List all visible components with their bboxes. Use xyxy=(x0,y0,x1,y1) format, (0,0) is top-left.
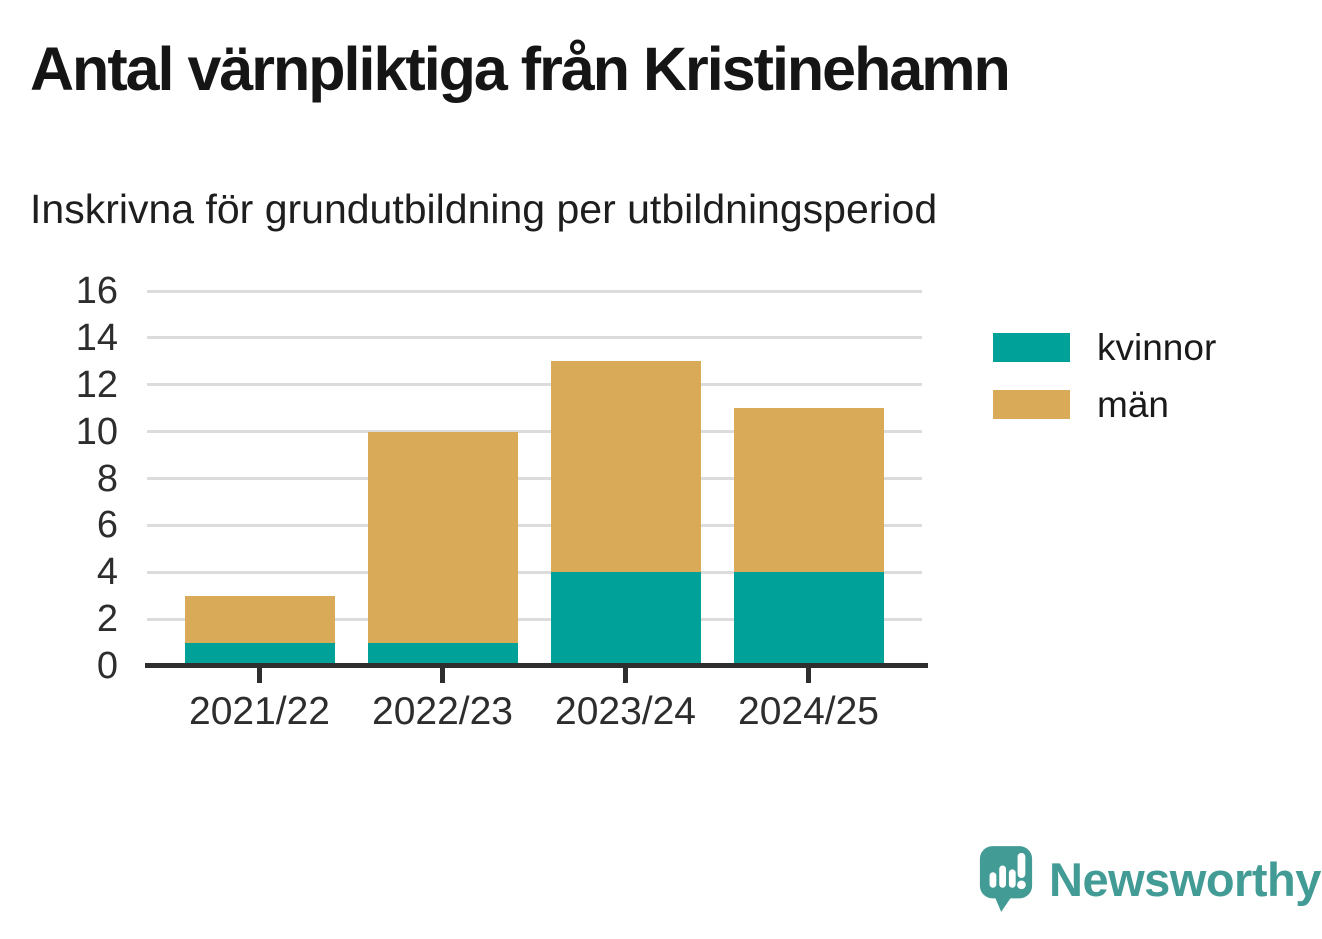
y-axis-tick-label: 12 xyxy=(75,363,118,406)
bar-segment-kvinnor-2024/25 xyxy=(733,572,884,666)
legend: kvinnor män xyxy=(993,329,1216,447)
speech-bubble-bar-chart-icon xyxy=(979,846,1033,912)
bar-segment-män-2022/23 xyxy=(367,431,518,643)
bar-segment-män-2023/24 xyxy=(550,361,701,573)
gridline-y14 xyxy=(147,336,922,340)
x-axis-category-label: 2021/22 xyxy=(189,690,330,733)
x-axis-tick xyxy=(623,668,628,683)
gridline-y2 xyxy=(147,617,922,621)
bar-segment-män-2024/25 xyxy=(733,408,884,573)
x-axis-tick xyxy=(257,668,262,683)
gridline-y6 xyxy=(147,523,922,527)
x-axis-line xyxy=(145,663,928,668)
bar-segment-kvinnor-2021/22 xyxy=(184,642,335,666)
newsworthy-logo-text: Newsworthy xyxy=(1049,853,1321,906)
bar-segment-kvinnor-2022/23 xyxy=(367,642,518,666)
legend-item-man: män xyxy=(993,386,1216,423)
gridline-y4 xyxy=(147,570,922,574)
y-axis-tick-label: 8 xyxy=(96,457,118,500)
legend-swatch-kvinnor xyxy=(993,333,1070,362)
x-axis-tick xyxy=(806,668,811,683)
y-axis-tick-label: 6 xyxy=(96,504,118,547)
bar-segment-män-2021/22 xyxy=(184,595,335,643)
chart-title: Antal värnpliktiga från Kristinehamn xyxy=(30,35,1011,103)
gridline-y16 xyxy=(147,289,922,293)
y-axis-tick-label: 0 xyxy=(96,645,118,687)
y-axis-tick-label: 4 xyxy=(96,551,118,594)
y-axis-tick-label: 10 xyxy=(75,410,118,453)
legend-item-kvinnor: kvinnor xyxy=(993,329,1216,366)
x-axis-category-label: 2024/25 xyxy=(738,690,879,733)
y-axis-tick-label: 14 xyxy=(75,316,118,359)
x-axis-tick xyxy=(440,668,445,683)
chart-subtitle: Inskrivna för grundutbildning per utbild… xyxy=(30,186,938,232)
gridline-y8 xyxy=(147,477,922,480)
gridline-y12 xyxy=(147,383,922,387)
legend-label-man: män xyxy=(1097,384,1169,425)
gridline-y10 xyxy=(147,430,922,434)
y-axis-tick-label: 2 xyxy=(96,598,118,641)
legend-swatch-man xyxy=(993,390,1070,419)
newsworthy-logo: Newsworthy xyxy=(977,843,1321,916)
legend-label-kvinnor: kvinnor xyxy=(1097,327,1217,368)
x-axis-category-label: 2022/23 xyxy=(372,690,513,733)
bar-segment-kvinnor-2023/24 xyxy=(550,572,701,666)
x-axis-category-label: 2023/24 xyxy=(555,690,696,733)
y-axis-tick-label: 16 xyxy=(75,270,118,312)
